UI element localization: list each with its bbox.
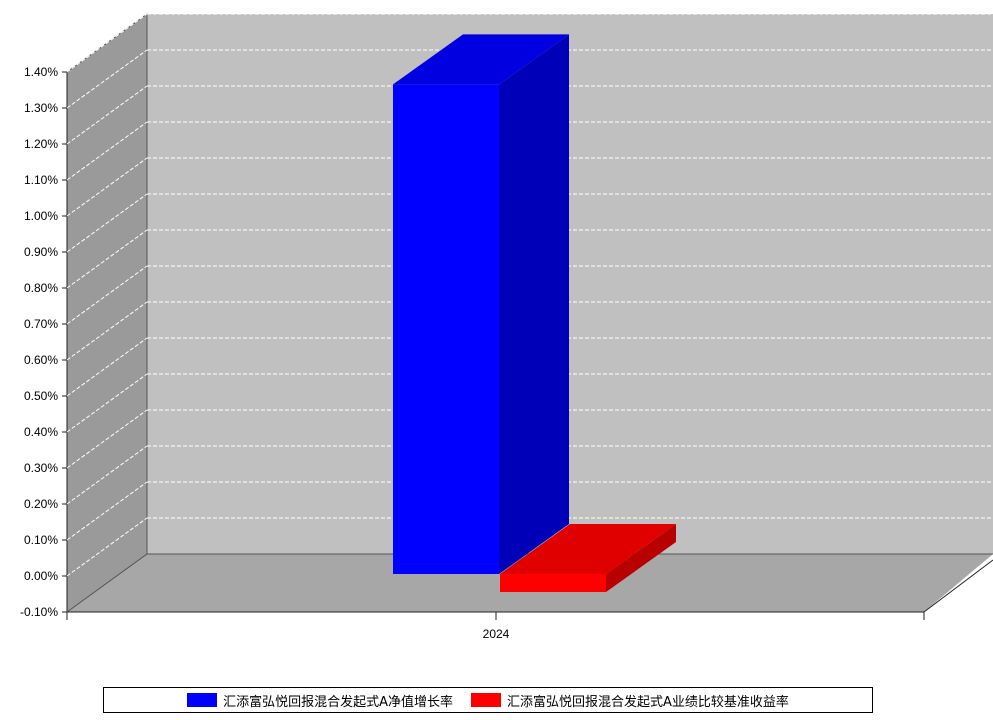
y-tick-label: 1.20% — [24, 137, 58, 151]
y-tick-label: 1.30% — [24, 101, 58, 115]
y-tick-label: 1.10% — [24, 173, 58, 187]
bar-top-0 — [393, 34, 569, 85]
y-tick-label: -0.10% — [20, 605, 58, 619]
gridline-left-wall — [66, 445, 148, 505]
gridline-left-wall — [66, 265, 148, 325]
y-tick-label: 0.50% — [24, 389, 58, 403]
bar-front-1 — [500, 574, 606, 592]
gridline-left-wall — [66, 301, 148, 361]
legend-swatch-blue — [187, 693, 218, 707]
legend-item-nav-growth: 汇添富弘悦回报混合发起式A净值增长率 — [187, 691, 453, 710]
y-tick-label: 0.30% — [24, 461, 58, 475]
y-tick-label: 0.80% — [24, 281, 58, 295]
legend: 汇添富弘悦回报混合发起式A净值增长率 汇添富弘悦回报混合发起式A业绩比较基准收益… — [103, 687, 873, 713]
floor-right-edge — [923, 559, 993, 613]
gridline-left-wall — [66, 121, 148, 181]
y-tick-label: 0.60% — [24, 353, 58, 367]
y-tick-label: 1.00% — [24, 209, 58, 223]
y-tick-label: 0.20% — [24, 497, 58, 511]
gridline-left-wall — [66, 517, 148, 577]
legend-swatch-red — [471, 693, 501, 707]
bar-front-0 — [393, 84, 499, 575]
gridline-left-wall — [66, 157, 148, 217]
back-wall — [147, 14, 993, 554]
gridline-left-wall — [66, 409, 148, 469]
legend-item-benchmark: 汇添富弘悦回报混合发起式A业绩比较基准收益率 — [471, 691, 789, 710]
bar-side-1 — [606, 524, 676, 592]
bar-top-1 — [500, 524, 676, 574]
bar-side-0 — [499, 34, 569, 574]
y-tick-label: 0.10% — [24, 533, 58, 547]
y-tick-label: 0.70% — [24, 317, 58, 331]
y-tick-label: 0.40% — [24, 425, 58, 439]
gridline-left-wall — [66, 85, 148, 145]
gridline-left-wall — [66, 49, 148, 109]
y-tick-label: 1.40% — [24, 65, 58, 79]
gridline-left-wall — [66, 193, 148, 253]
y-tick-label: 0.00% — [24, 569, 58, 583]
y-tick-label: 0.90% — [24, 245, 58, 259]
gridline-left-wall — [66, 373, 148, 433]
left-wall — [67, 14, 147, 612]
legend-label-nav-growth: 汇添富弘悦回报混合发起式A净值增长率 — [223, 694, 453, 710]
gridline-left-wall — [66, 337, 148, 397]
gridline-left-wall — [66, 481, 148, 541]
gridline-left-wall — [66, 229, 148, 289]
gridline-left-wall — [66, 13, 148, 73]
x-tick-label: 2024 — [483, 627, 510, 641]
legend-label-benchmark: 汇添富弘悦回报混合发起式A业绩比较基准收益率 — [507, 694, 789, 710]
